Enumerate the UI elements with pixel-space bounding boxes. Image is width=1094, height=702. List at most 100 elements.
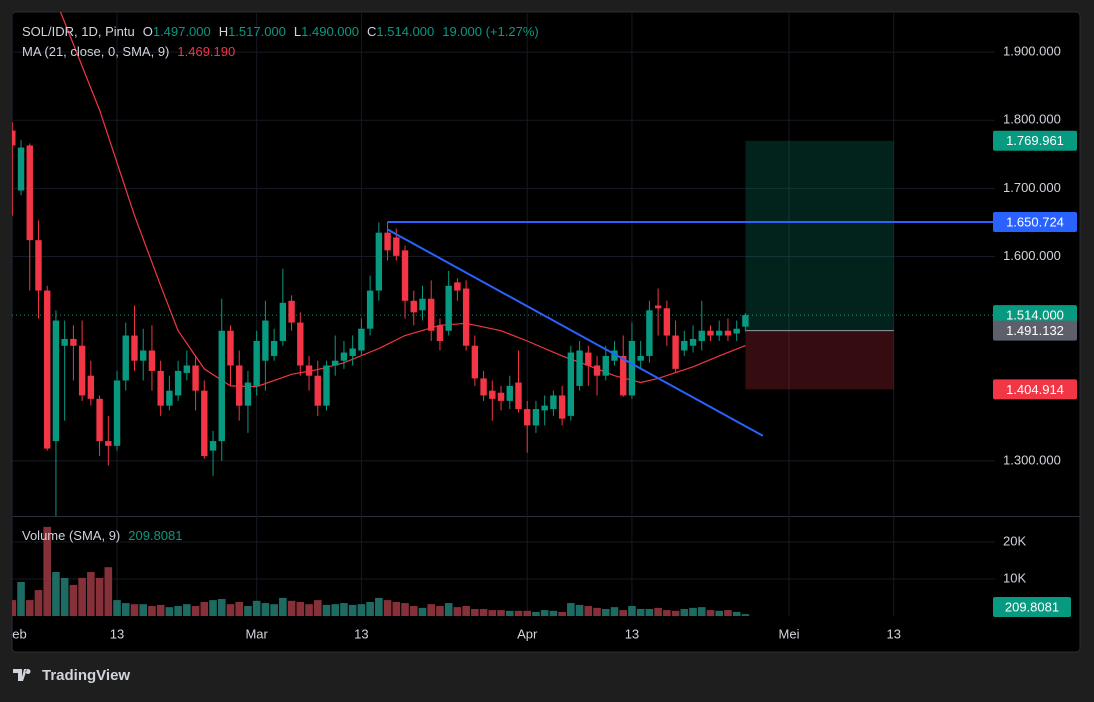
candle-body	[558, 395, 566, 419]
volume-bar	[296, 601, 305, 616]
x-tick-label: 13	[354, 626, 368, 641]
candle-body	[87, 375, 95, 399]
ohlc-value: 1.514.000	[376, 24, 434, 39]
candle-body	[288, 300, 295, 323]
volume-bar	[95, 577, 104, 616]
volume-bar	[427, 604, 436, 616]
candle-body	[567, 352, 575, 416]
volume-bar	[636, 608, 645, 616]
candle-body	[174, 370, 182, 396]
volume-bar	[549, 610, 558, 616]
candle-body	[227, 330, 234, 366]
volume-bar	[331, 604, 340, 616]
ma-line	[59, 12, 746, 388]
candle-body	[270, 340, 278, 356]
candle-body	[201, 390, 208, 457]
candle-body	[279, 302, 287, 341]
volume-tag	[993, 597, 1071, 617]
volume-bar	[375, 597, 383, 616]
volume-bar	[305, 604, 313, 616]
candle-body	[253, 340, 260, 386]
volume-bar	[270, 604, 278, 616]
volume-bar	[444, 603, 453, 616]
x-tick-label: Mei	[779, 626, 800, 641]
y-tick-label: 1.300.000	[1003, 452, 1061, 467]
candle-body	[140, 350, 147, 361]
chart-panel	[11, 11, 1081, 653]
volume-bar	[732, 611, 741, 616]
candle-body	[672, 335, 679, 369]
volume-bar	[505, 610, 514, 616]
stop-tag	[993, 379, 1077, 400]
candle-body	[262, 320, 269, 361]
candle-body	[428, 298, 435, 331]
candle-body	[375, 232, 383, 291]
candle-body	[620, 355, 627, 396]
candle-body	[445, 285, 452, 331]
volume-bar	[261, 603, 270, 616]
candle-body	[366, 290, 374, 329]
candle-body	[78, 345, 86, 396]
candle-body	[349, 348, 356, 356]
candle-body	[707, 330, 714, 336]
volume-bar	[532, 611, 540, 616]
ma-name: MA (21, close, 0, SMA, 9)	[22, 44, 169, 59]
candle-body	[113, 380, 121, 446]
volume-bar	[200, 601, 209, 616]
volume-tick-label: 20K	[1003, 533, 1026, 548]
candle-body	[410, 300, 417, 313]
ohlc-value: 1.490.000	[301, 24, 359, 39]
candle-body	[663, 308, 671, 336]
price-pane	[12, 12, 995, 516]
volume-bar	[217, 598, 226, 616]
candle-body	[497, 392, 505, 401]
candle-body	[218, 330, 225, 442]
candle-body	[131, 335, 138, 361]
candle-body	[44, 290, 51, 449]
volume-bar	[235, 601, 244, 616]
x-tick-label: eb	[12, 626, 26, 641]
candle-body	[323, 365, 330, 406]
volume-bar	[471, 608, 479, 616]
volume-bar	[706, 610, 715, 616]
candle-body	[602, 355, 609, 376]
volume-bar	[226, 604, 235, 616]
volume-bar	[540, 610, 549, 616]
volume-bar	[680, 608, 689, 616]
stop-tag-label: 1.404.914	[1006, 382, 1064, 397]
volume-bar	[156, 604, 165, 616]
volume-bar	[453, 607, 462, 616]
volume-bar	[348, 604, 357, 616]
x-tick-label: Mar	[245, 626, 268, 641]
y-tick-label: 1.700.000	[1003, 180, 1061, 195]
candle-body	[297, 322, 304, 366]
volume-bar	[313, 600, 322, 616]
candle-body	[314, 375, 321, 406]
volume-bar	[17, 581, 25, 616]
candle-body	[105, 441, 112, 446]
logo-icon	[13, 669, 31, 681]
y-tick-label: 1.600.000	[1003, 248, 1061, 263]
ohlc-key: C	[367, 24, 376, 39]
volume-bar	[392, 601, 401, 616]
volume-bar	[121, 603, 130, 616]
candle-body	[471, 345, 479, 379]
candle-body	[532, 409, 540, 426]
candle-body	[733, 328, 740, 334]
candle-body	[122, 335, 129, 381]
volume-value: 209.8081	[128, 528, 182, 543]
volume-tick-label: 10K	[1003, 570, 1026, 585]
x-tick-label: 13	[625, 626, 639, 641]
candle-body	[401, 250, 409, 301]
volume-bar	[244, 606, 252, 616]
candle-body	[454, 282, 461, 291]
volume-bar	[409, 606, 418, 616]
last-price-tag-label: 1.514.000	[1006, 308, 1064, 323]
candle-body	[506, 385, 513, 401]
ohlc-value: 1.497.000	[153, 24, 211, 39]
last-price-tag	[993, 305, 1077, 326]
volume-bar	[104, 567, 113, 616]
candle-body	[166, 390, 173, 406]
candle-body	[192, 365, 199, 391]
